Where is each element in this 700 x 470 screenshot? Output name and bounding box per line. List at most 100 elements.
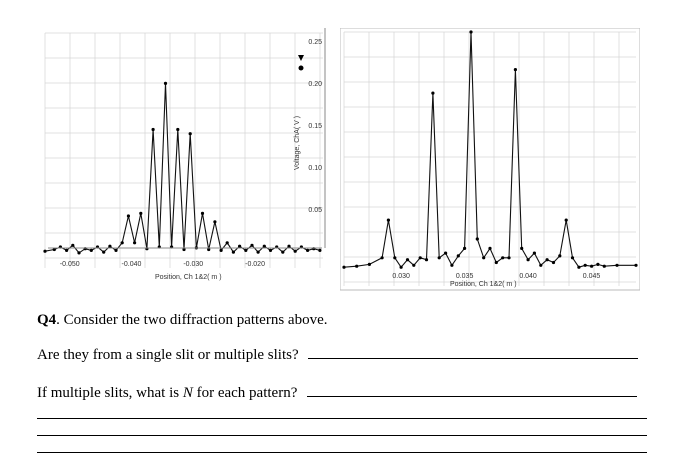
question-line-2-post: for each pattern?	[192, 385, 298, 401]
data-point	[244, 248, 248, 252]
data-point	[602, 264, 606, 268]
data-point	[287, 244, 291, 248]
question-line-2: If multiple slits, what is N for each pa…	[37, 384, 638, 402]
data-point	[182, 247, 186, 252]
data-point	[151, 127, 155, 132]
data-point	[393, 256, 397, 260]
data-point	[213, 220, 217, 224]
data-point	[355, 264, 359, 268]
data-point	[380, 256, 384, 260]
x-tick-label: -0.030	[183, 261, 203, 268]
right-x-axis-label: Position, Ch 1&2( m )	[450, 281, 517, 288]
left-y-tick-labels: 0.05 0.10 0.15 0.20 0.25	[308, 39, 322, 214]
data-point	[163, 81, 168, 85]
left-y-axis-label: Voltage, ChA( V )	[294, 116, 301, 170]
left-grid	[44, 32, 323, 268]
data-point	[342, 265, 346, 269]
answer-line-4[interactable]	[37, 435, 647, 436]
left-diffraction-plot: -0.050 -0.040 -0.030 -0.020 0.05 0.10 0.15 0.2…	[40, 28, 330, 282]
question-title: Q4. Consider the two diffraction pattern…	[37, 312, 328, 329]
data-point	[532, 251, 536, 255]
data-point	[139, 211, 143, 215]
data-point	[207, 247, 211, 252]
data-point	[494, 260, 498, 265]
data-point	[558, 254, 562, 258]
data-point	[102, 250, 106, 254]
data-point	[437, 256, 441, 260]
data-point	[526, 258, 530, 262]
data-point	[424, 258, 429, 262]
data-point	[71, 243, 75, 247]
data-point	[469, 30, 473, 34]
data-point	[564, 218, 568, 222]
right-plot-svg: 0.030 0.035 0.040 0.045 Position, Ch 1&2( m…	[339, 27, 641, 291]
data-point	[268, 248, 273, 252]
answer-blank-1[interactable]	[308, 346, 639, 359]
data-point	[488, 246, 492, 250]
data-point	[520, 246, 524, 250]
data-point	[250, 243, 254, 247]
data-point	[590, 264, 594, 268]
data-point	[399, 265, 403, 269]
y-tick-label: 0.25	[308, 39, 322, 46]
data-point	[238, 244, 242, 248]
data-point	[256, 250, 260, 254]
left-x-axis-label: Position, Ch 1&2( m )	[155, 274, 222, 281]
data-point	[367, 262, 371, 266]
data-point	[475, 237, 479, 241]
right-diffraction-plot: 0.030 0.035 0.040 0.045 Position, Ch 1&2( m…	[339, 27, 641, 298]
data-point	[293, 249, 297, 253]
data-point	[418, 256, 422, 260]
data-point	[77, 251, 81, 255]
x-tick-label: 0.045	[583, 273, 601, 280]
data-point	[583, 263, 587, 267]
data-point	[306, 248, 310, 252]
y-tick-label: 0.15	[308, 123, 322, 130]
question-line-1: Are they from a single slit or multiple …	[37, 346, 639, 364]
data-point	[539, 263, 543, 267]
y-tick-label: 0.10	[308, 165, 322, 172]
right-plot-frame	[339, 27, 641, 291]
data-point	[386, 218, 390, 222]
x-tick-label: -0.040	[122, 261, 142, 268]
series-line	[44, 83, 321, 254]
answer-line-3[interactable]	[37, 418, 647, 419]
answer-line-5[interactable]	[37, 452, 647, 453]
question-number: Q4	[37, 312, 57, 328]
data-point	[513, 68, 517, 72]
data-point	[463, 246, 467, 250]
x-tick-label: 0.040	[519, 273, 537, 280]
data-point	[65, 248, 69, 252]
data-point	[405, 258, 410, 262]
answer-blank-2[interactable]	[307, 384, 638, 397]
right-series	[342, 30, 638, 269]
data-point	[412, 263, 416, 267]
data-point	[231, 250, 235, 254]
data-point	[545, 258, 549, 262]
data-point	[281, 250, 285, 254]
left-plot-svg: -0.050 -0.040 -0.030 -0.020 0.05 0.10 0.15 0.2…	[43, 28, 326, 281]
question-line-1-text: Are they from a single slit or multiple …	[37, 347, 299, 363]
data-point	[456, 254, 460, 258]
data-point	[570, 256, 575, 260]
data-point	[615, 263, 619, 267]
data-point	[219, 248, 223, 252]
data-point	[188, 132, 192, 136]
data-point	[551, 260, 556, 265]
y-tick-label: 0.05	[308, 207, 322, 214]
question-line-2-pre: If multiple slits, what is	[37, 385, 183, 401]
data-point	[89, 248, 93, 252]
left-x-tick-labels: -0.050 -0.040 -0.030 -0.020	[60, 261, 265, 268]
data-point	[200, 211, 205, 215]
data-point	[318, 248, 322, 252]
data-point	[120, 241, 124, 245]
right-x-tick-labels: 0.030 0.035 0.040 0.045	[392, 273, 600, 280]
data-point	[262, 244, 266, 248]
data-point	[114, 248, 118, 252]
data-point	[634, 263, 638, 267]
data-point	[450, 263, 454, 267]
x-tick-label: -0.020	[245, 261, 265, 268]
data-point	[577, 265, 581, 269]
data-point	[507, 256, 511, 260]
question-line-2-var: N	[182, 385, 193, 401]
